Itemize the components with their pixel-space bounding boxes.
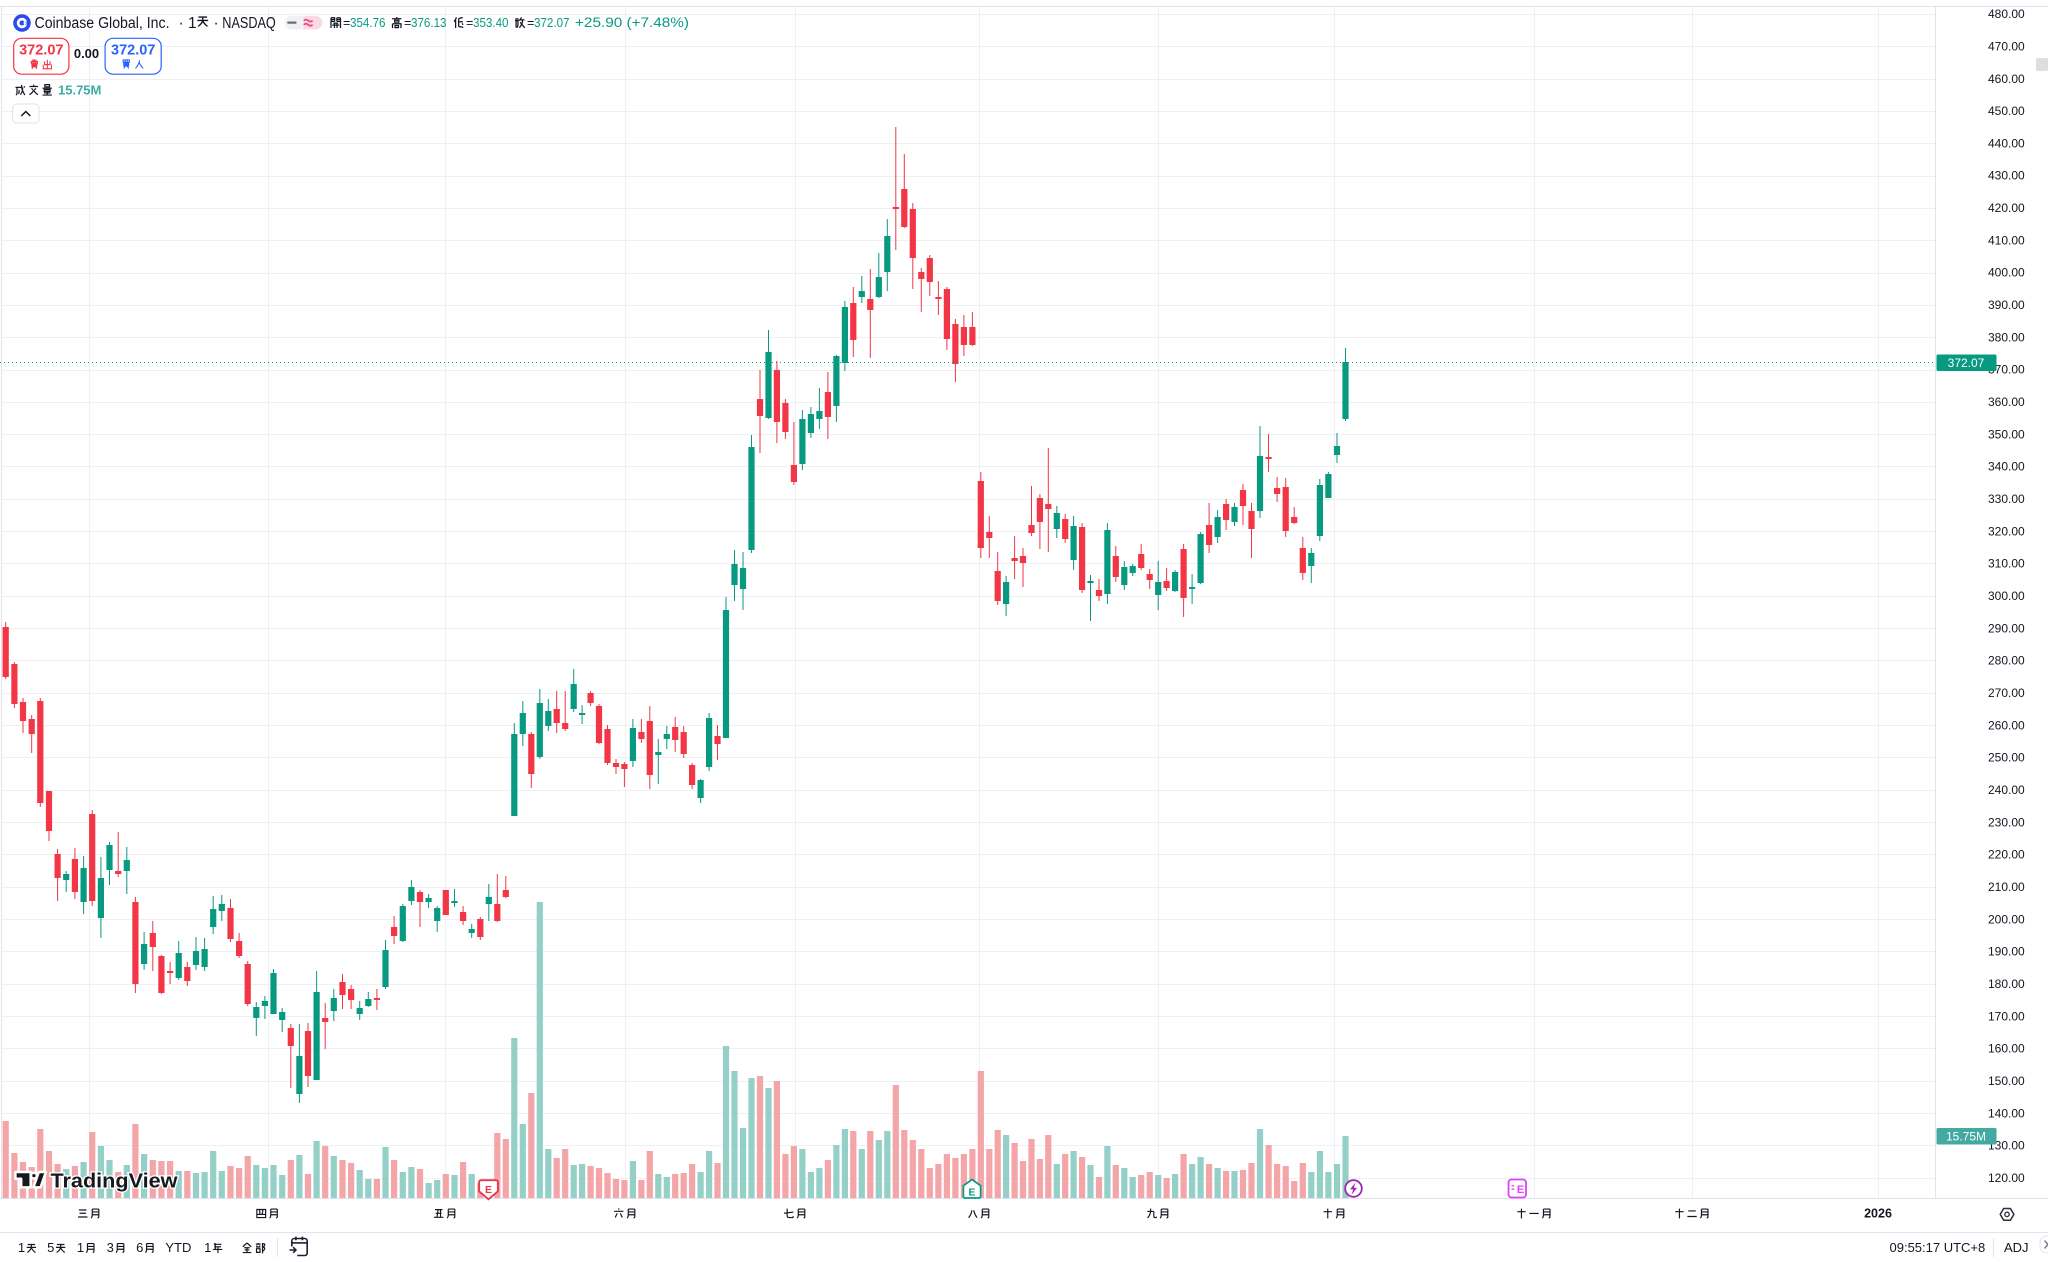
svg-text:270.00: 270.00 (1988, 686, 2025, 700)
svg-text:240.00: 240.00 (1988, 783, 2025, 797)
svg-text:372.07: 372.07 (534, 16, 570, 30)
svg-text:440.00: 440.00 (1988, 136, 2025, 150)
svg-text:E: E (1517, 1184, 1524, 1196)
svg-text:170.00: 170.00 (1988, 1009, 2025, 1023)
svg-text:320.00: 320.00 (1988, 524, 2025, 538)
svg-text:460.00: 460.00 (1988, 72, 2025, 86)
svg-text:350.00: 350.00 (1988, 427, 2025, 441)
svg-text:310.00: 310.00 (1988, 557, 2025, 571)
svg-text:YTD: YTD (165, 1240, 191, 1255)
svg-text:376.13: 376.13 (411, 16, 447, 30)
svg-text:354.76: 354.76 (350, 16, 386, 30)
svg-text:280.00: 280.00 (1988, 654, 2025, 668)
svg-text:6: 6 (136, 1240, 143, 1255)
svg-text:210.00: 210.00 (1988, 880, 2025, 894)
svg-text:230.00: 230.00 (1988, 815, 2025, 829)
svg-text:09:55:17 UTC+8: 09:55:17 UTC+8 (1890, 1240, 1986, 1255)
svg-text:353.40: 353.40 (473, 16, 509, 30)
svg-text:360.00: 360.00 (1988, 395, 2025, 409)
svg-text:180.00: 180.00 (1988, 977, 2025, 991)
svg-text:330.00: 330.00 (1988, 492, 2025, 506)
svg-text:290.00: 290.00 (1988, 621, 2025, 635)
svg-text:ADJ: ADJ (2004, 1240, 2029, 1255)
svg-text:=: = (527, 16, 534, 30)
svg-text:· 1: · 1 (179, 15, 197, 32)
svg-text:400.00: 400.00 (1988, 266, 2025, 280)
svg-text:300.00: 300.00 (1988, 589, 2025, 603)
svg-text:0.00: 0.00 (74, 46, 99, 61)
svg-text:450.00: 450.00 (1988, 104, 2025, 118)
svg-text:E: E (485, 1184, 492, 1196)
svg-text:220.00: 220.00 (1988, 848, 2025, 862)
svg-text:250.00: 250.00 (1988, 751, 2025, 765)
svg-text:2026: 2026 (1864, 1207, 1892, 1221)
svg-text:5: 5 (47, 1240, 54, 1255)
svg-text:390.00: 390.00 (1988, 298, 2025, 312)
svg-text:3: 3 (107, 1240, 114, 1255)
svg-text:420.00: 420.00 (1988, 201, 2025, 215)
svg-text:480.00: 480.00 (1988, 7, 2025, 21)
svg-text:=: = (343, 16, 350, 30)
svg-text:190.00: 190.00 (1988, 945, 2025, 959)
svg-text:410.00: 410.00 (1988, 233, 2025, 247)
svg-text:370.00: 370.00 (1988, 363, 2025, 377)
svg-text:372.07: 372.07 (19, 43, 63, 59)
svg-text:=: = (466, 16, 473, 30)
svg-text:=: = (404, 16, 411, 30)
svg-text:430.00: 430.00 (1988, 169, 2025, 183)
svg-text:380.00: 380.00 (1988, 330, 2025, 344)
svg-text:NASDAQ: NASDAQ (222, 15, 275, 32)
svg-text:260.00: 260.00 (1988, 718, 2025, 732)
svg-text:+25.90 (+7.48%): +25.90 (+7.48%) (575, 15, 689, 30)
svg-text:130.00: 130.00 (1988, 1139, 2025, 1153)
svg-text:140.00: 140.00 (1988, 1106, 2025, 1120)
svg-text:TradingView: TradingView (51, 1170, 178, 1192)
svg-text:200.00: 200.00 (1988, 912, 2025, 926)
svg-text:15.75M: 15.75M (1946, 1129, 1986, 1143)
svg-text:372.07: 372.07 (111, 43, 155, 59)
svg-text:372.07: 372.07 (1948, 356, 1985, 370)
svg-text:15.75M: 15.75M (58, 83, 101, 98)
svg-text:Coinbase Global, Inc.: Coinbase Global, Inc. (35, 15, 170, 32)
svg-text:E: E (968, 1186, 975, 1198)
svg-text:150.00: 150.00 (1988, 1074, 2025, 1088)
svg-text:120.00: 120.00 (1988, 1171, 2025, 1185)
svg-text:160.00: 160.00 (1988, 1042, 2025, 1056)
svg-text:470.00: 470.00 (1988, 39, 2025, 53)
svg-text:1: 1 (77, 1240, 84, 1255)
svg-text:·: · (214, 15, 219, 32)
svg-text:1: 1 (18, 1240, 25, 1255)
svg-text:1: 1 (204, 1240, 211, 1255)
svg-text:340.00: 340.00 (1988, 460, 2025, 474)
